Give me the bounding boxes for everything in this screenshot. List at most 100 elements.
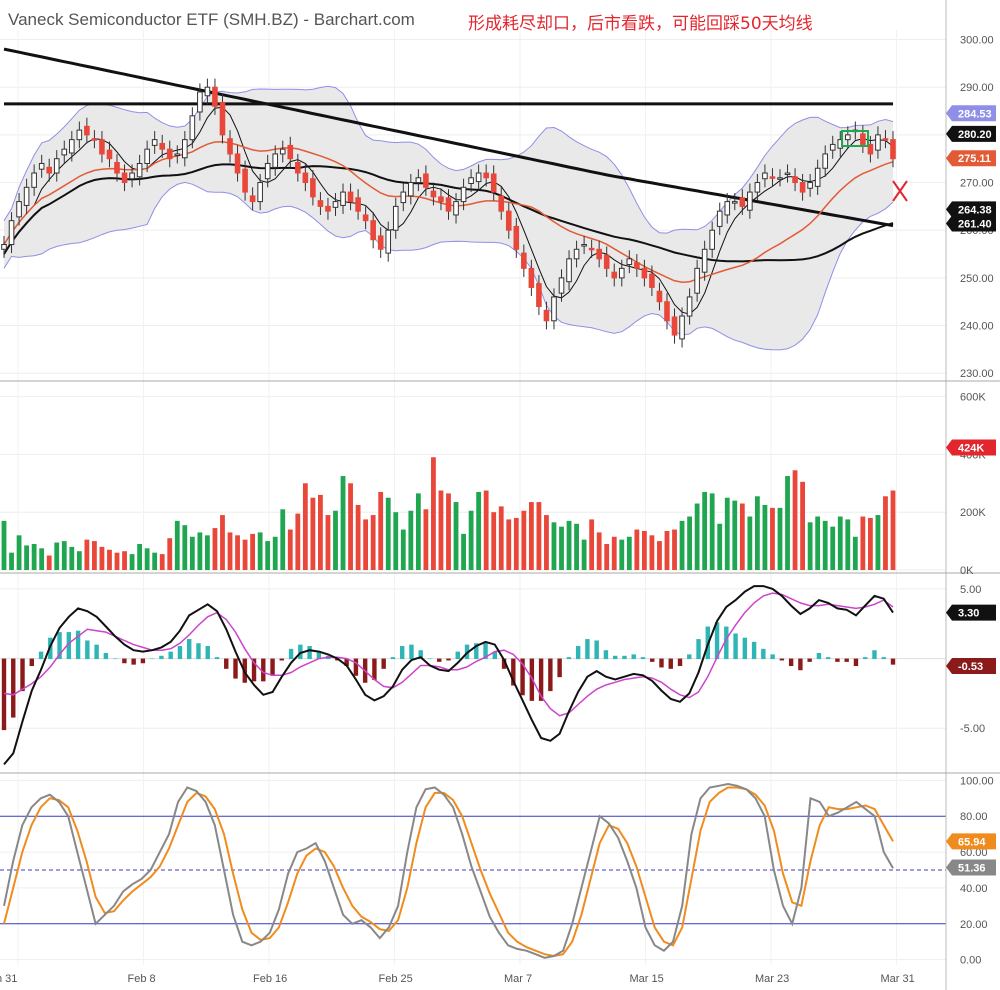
volume-bar <box>220 515 225 570</box>
volume-bar <box>69 546 75 570</box>
macd-histogram-bar <box>622 655 627 660</box>
macd-histogram-bar <box>575 646 581 660</box>
macd-signal-line <box>3 592 894 717</box>
candle-body <box>513 225 520 250</box>
macd-histogram-bar <box>307 646 312 660</box>
candle-body <box>634 262 640 269</box>
price-tick-label: 290.00 <box>960 82 994 94</box>
macd-line <box>3 585 894 766</box>
candle-body <box>596 248 602 260</box>
candle-body <box>370 220 376 241</box>
volume-bar <box>423 509 429 570</box>
value-tag <box>946 604 996 621</box>
candle-body <box>543 309 550 322</box>
volume-bar <box>626 536 632 570</box>
volume-bar <box>99 546 105 570</box>
value-tag <box>946 150 996 167</box>
value-tag-text: 424K <box>958 442 984 454</box>
candle-body <box>302 172 309 184</box>
volume-tick-label: 200K <box>960 507 986 519</box>
volume-bar <box>446 493 451 570</box>
bollinger-upper <box>3 85 894 234</box>
macd-histogram-bar <box>427 658 433 660</box>
macd-histogram-bar <box>538 658 544 701</box>
macd-histogram-bar <box>779 658 785 661</box>
candle-body <box>31 172 37 188</box>
volume-bar <box>807 522 813 570</box>
value-tag-text: 3.30 <box>958 608 979 620</box>
candle-body <box>867 143 874 155</box>
bollinger-lower <box>3 181 894 351</box>
volume-bar <box>491 512 497 570</box>
macd-histogram-bar <box>85 640 90 660</box>
volume-bar <box>641 530 647 570</box>
candle-body <box>1 244 7 250</box>
candle-body <box>332 201 339 208</box>
x-tick-label: Feb 8 <box>128 973 156 985</box>
candle-body <box>664 301 670 322</box>
candle-body <box>777 177 783 180</box>
candle-body <box>423 173 429 188</box>
candle-body <box>91 138 98 141</box>
candle-body <box>890 139 896 160</box>
macd-histogram-bar <box>279 658 285 661</box>
macd-histogram-bar <box>714 622 720 660</box>
candle-body <box>310 178 316 198</box>
candle-body <box>641 267 648 279</box>
macd-histogram-bar <box>159 655 164 660</box>
price-tick-label: 230.00 <box>960 368 994 380</box>
volume-bar <box>679 520 685 570</box>
candle-body <box>272 153 279 168</box>
macd-histogram-bar <box>687 654 692 660</box>
chart-title: Vaneck Semiconductor ETF (SMH.BZ) - Barc… <box>8 10 415 29</box>
volume-bar <box>589 519 595 570</box>
volume-bar <box>551 522 557 570</box>
macd-histogram-bar <box>474 643 479 660</box>
macd-histogram-bar <box>631 654 636 660</box>
volume-bar <box>144 548 150 570</box>
value-tag <box>946 833 996 850</box>
macd-histogram-bar <box>612 655 618 660</box>
macd-histogram-bar <box>483 643 488 660</box>
volume-bar <box>687 516 692 570</box>
macd-histogram-bar <box>177 646 183 660</box>
macd-histogram-bar <box>38 651 44 660</box>
macd-histogram-bar <box>233 658 238 679</box>
candle-body <box>23 186 30 206</box>
candle-body <box>53 158 60 174</box>
macd-histogram-bar <box>650 658 655 662</box>
candle-body <box>573 248 580 260</box>
candle-body <box>16 201 22 218</box>
macd-histogram-bar <box>863 657 868 660</box>
stoch-tick-label: 100.00 <box>960 775 994 787</box>
macd-histogram-bar <box>770 654 775 660</box>
macd-histogram-bar <box>11 658 16 718</box>
volume-bar <box>348 483 353 570</box>
macd-histogram-bar <box>798 658 803 671</box>
candle-body <box>227 138 233 155</box>
volume-bar <box>657 541 662 570</box>
macd-histogram-bar <box>742 637 748 660</box>
last-value-labels: 284.53 280.20 275.11 264.38 261.40 424K 3.30 -0… <box>946 105 996 876</box>
volume-bar <box>830 526 836 570</box>
value-tag <box>946 657 996 674</box>
candle-body <box>716 210 723 227</box>
macd-histogram-bar <box>344 658 349 667</box>
volume-tick-label: 600K <box>960 392 986 404</box>
grid-lines <box>0 30 946 965</box>
volume-bar <box>54 542 60 570</box>
volume-bar <box>159 554 165 570</box>
candle-body <box>159 142 166 150</box>
volume-bar <box>393 512 399 570</box>
volume-bar <box>400 529 406 570</box>
volume-bar <box>528 502 534 570</box>
macd-histogram-bar <box>66 632 72 660</box>
volume-bar <box>385 497 391 570</box>
x-tick-label: Mar 31 <box>881 973 915 985</box>
volume-bar <box>649 535 655 570</box>
stoch-tick-label: 80.00 <box>960 811 988 823</box>
price-tick-label: 250.00 <box>960 273 994 285</box>
volume-bar <box>664 530 670 570</box>
macd-histogram-bar <box>640 657 646 660</box>
